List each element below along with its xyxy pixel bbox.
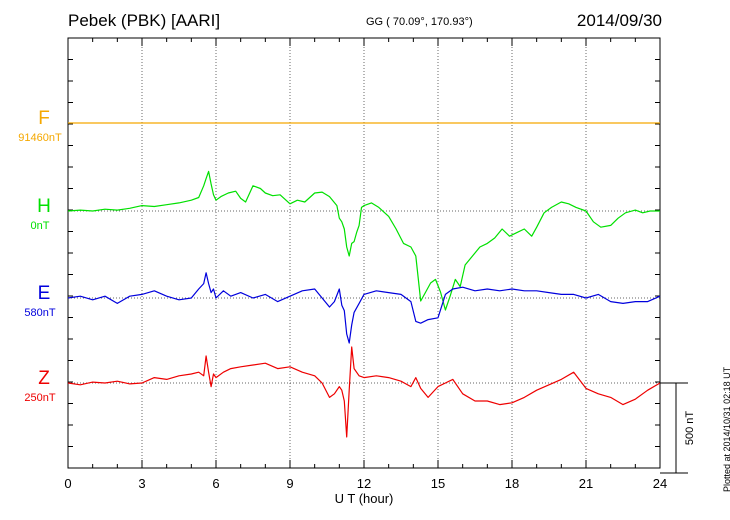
x-tick-label: 9 (286, 476, 293, 491)
series-line-e (67, 272, 661, 344)
series-line-z (67, 346, 661, 438)
baseline-label-z: 250nT (24, 392, 55, 404)
series-line-h (67, 170, 660, 311)
baseline-label-e: 580nT (24, 307, 55, 319)
x-tick-label: 12 (357, 476, 371, 491)
x-axis-label: U T (hour) (335, 491, 394, 506)
x-tick-label: 18 (505, 476, 519, 491)
x-tick-label: 6 (212, 476, 219, 491)
baseline-label-h: 0nT (31, 220, 50, 232)
series-name-e: E (38, 283, 51, 304)
series-name-h: H (37, 196, 51, 217)
geographic-coordinates: GG ( 70.09°, 170.93°) (366, 16, 473, 28)
x-tick-label: 21 (579, 476, 593, 491)
chart-date: 2014/09/30 (576, 11, 662, 30)
series-name-f: F (38, 108, 50, 129)
scale-bar-label: 500 nT (684, 411, 696, 446)
baseline-label-f: 91460nT (18, 132, 62, 144)
x-tick-label: 0 (64, 476, 71, 491)
x-tick-label: 24 (653, 476, 667, 491)
plot-frame (67, 37, 661, 469)
station-title: Pebek (PBK) [AARI] (68, 11, 221, 30)
x-tick-label: 3 (138, 476, 145, 491)
x-tick-label: 15 (431, 476, 445, 491)
series-name-z: Z (38, 368, 50, 389)
